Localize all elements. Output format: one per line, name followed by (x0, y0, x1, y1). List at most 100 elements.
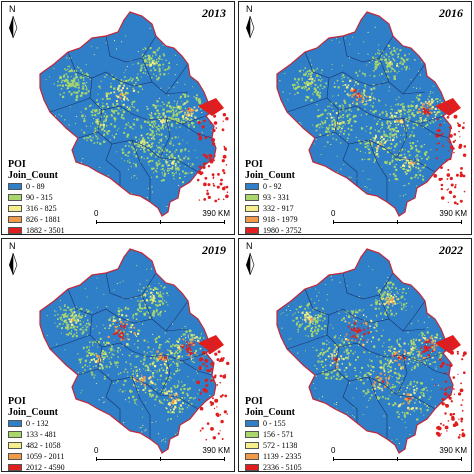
county-boundary (378, 294, 390, 320)
legend-swatch (245, 431, 259, 438)
legend-label: 572 - 1138 (263, 441, 298, 450)
legend-label: 0 - 92 (263, 182, 282, 191)
legend-swatch (245, 194, 259, 201)
scale-line (96, 457, 225, 461)
map-panel-0: N 2013 POI Join_Count 0 - 89 90 - 315 316 - 82… (1, 1, 235, 235)
scale-line (333, 457, 462, 461)
legend-swatch (8, 227, 22, 234)
county-boundary (314, 131, 336, 139)
scale-line (333, 220, 462, 224)
north-label: N (246, 241, 253, 251)
county-boundary (105, 143, 121, 186)
north-label: N (9, 241, 16, 251)
legend-label: 1059 - 2011 (26, 452, 65, 461)
legend-title: POI (8, 159, 26, 170)
county-boundary (131, 376, 151, 439)
study-region (40, 12, 216, 216)
legend-label: 0 - 89 (26, 182, 45, 191)
legend-item: 0 - 132 (8, 419, 128, 429)
scale-start-label: 0 (331, 446, 336, 455)
legend-field: Join_Count (245, 170, 296, 181)
legend-swatch (8, 420, 22, 427)
legend-item: 93 - 331 (245, 193, 365, 203)
legend-item: 0 - 92 (245, 182, 365, 192)
legend-item: 2336 - 5105 (245, 463, 365, 472)
scale-bar: 0 390 KM (329, 209, 467, 234)
legend-swatch (245, 453, 259, 460)
legend-item: 316 - 825 (8, 204, 128, 214)
county-boundary (147, 384, 199, 410)
north-label: N (246, 4, 253, 14)
scale-tick (160, 220, 161, 224)
legend-swatch (8, 194, 22, 201)
scale-tick (224, 220, 225, 224)
legend-swatch (245, 205, 259, 212)
legend-label: 918 - 1979 (263, 215, 298, 224)
scale-bar: 0 390 KM (92, 446, 230, 471)
legend-label: 482 - 1058 (26, 441, 61, 450)
legend-label: 0 - 132 (26, 419, 49, 428)
legend-item: 918 - 1979 (245, 215, 365, 225)
scale-tick (224, 457, 225, 461)
north-arrow: N (243, 4, 261, 40)
poi-density-map (39, 248, 230, 454)
county-boundary (384, 384, 436, 410)
county-boundary (286, 334, 328, 350)
study-region (277, 12, 453, 216)
north-arrow-icon (246, 15, 255, 39)
region-boundary (276, 248, 454, 454)
county-boundary (49, 97, 91, 113)
legend-swatch (245, 464, 259, 471)
scale-tick (96, 220, 97, 224)
legend-swatch (8, 453, 22, 460)
county-boundary (147, 147, 199, 173)
county-boundary (165, 63, 189, 95)
year-label: 2022 (439, 243, 463, 257)
legend-item: 826 - 1881 (8, 215, 128, 225)
legend-label: 90 - 315 (26, 193, 53, 202)
legend-swatch (245, 442, 259, 449)
county-boundary (368, 376, 388, 439)
legend-field: Join_Count (8, 170, 59, 181)
county-boundary (105, 380, 121, 423)
scale-end-label: 390 KM (202, 446, 230, 455)
map-panel-1: N 2016 POI Join_Count 0 - 92 93 - 331 332 - 91… (238, 1, 472, 235)
legend-field: Join_Count (8, 407, 59, 418)
scale-tick (397, 457, 398, 461)
county-boundary (342, 35, 394, 63)
north-arrow-icon (9, 252, 18, 276)
scale-start-label: 0 (331, 209, 336, 218)
county-boundary (396, 117, 408, 159)
county-boundary (342, 272, 394, 300)
legend-swatch (8, 464, 22, 471)
legend-item: 1980 - 3752 (245, 226, 365, 234)
legend-swatch (8, 183, 22, 190)
legend-item: 0 - 155 (245, 419, 365, 429)
county-boundary (402, 63, 426, 95)
scale-end-label: 390 KM (439, 446, 467, 455)
legend-label: 2336 - 5105 (263, 463, 302, 472)
county-boundary (342, 380, 358, 423)
county-boundary (181, 123, 213, 139)
legend: POI Join_Count 0 - 155 156 - 571 572 - 1138 1… (245, 397, 365, 472)
map-panel-3: N 2022 POI Join_Count 0 - 155 156 - 571 572 - … (238, 238, 472, 472)
region-boundary (39, 248, 217, 454)
legend-item: 133 - 481 (8, 430, 128, 440)
legend-item: 572 - 1138 (245, 441, 365, 451)
county-boundary (368, 139, 388, 202)
scale-tick (160, 457, 161, 461)
legend-label: 2012 - 4590 (26, 463, 65, 472)
north-arrow-icon (9, 15, 18, 39)
legend-item: 90 - 315 (8, 193, 128, 203)
poi-density-map (276, 11, 467, 217)
north-arrow: N (6, 241, 24, 277)
legend-item: 1139 - 2335 (245, 452, 365, 462)
county-boundary (342, 143, 358, 186)
county-boundary (418, 360, 450, 376)
legend-swatch (8, 205, 22, 212)
county-boundary (105, 272, 157, 300)
legend-swatch (8, 216, 22, 223)
poi-density-map (39, 11, 229, 217)
scale-tick (333, 220, 334, 224)
legend-label: 93 - 331 (263, 193, 290, 202)
